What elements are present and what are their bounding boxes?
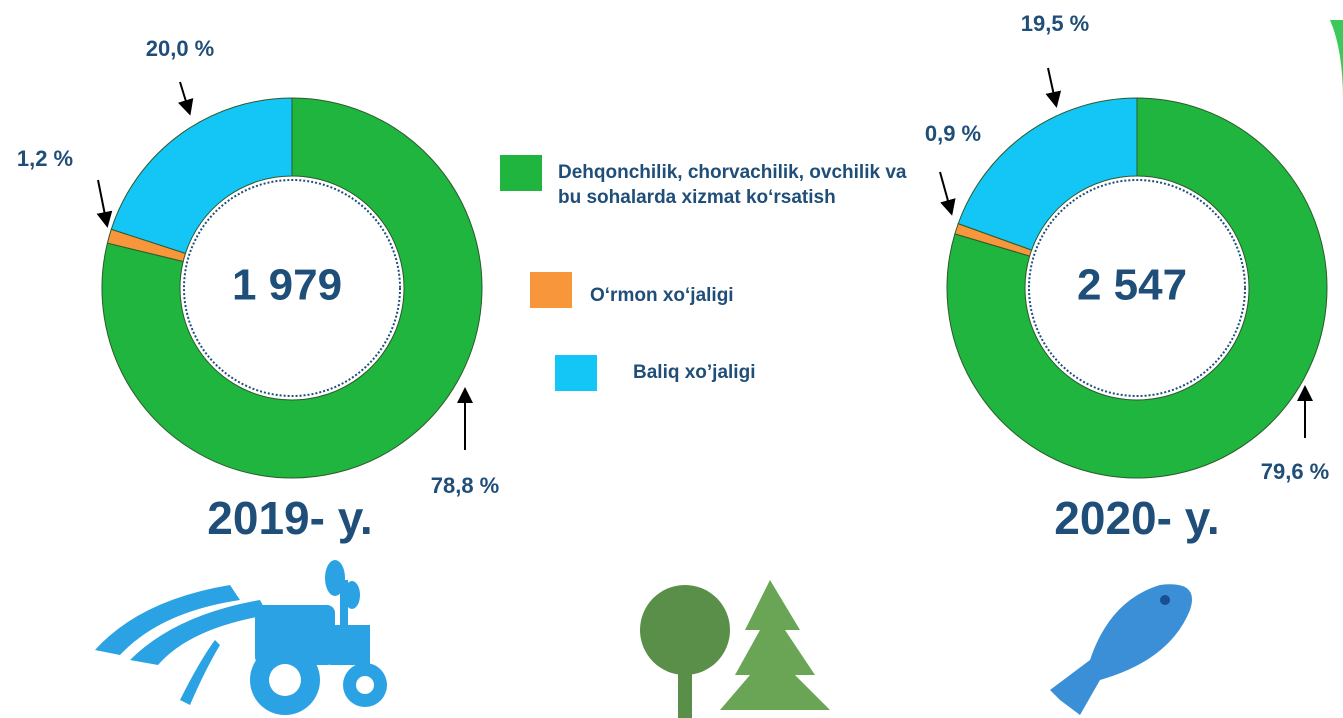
tractor-icon: [95, 560, 387, 715]
inner-ring: [1028, 179, 1246, 397]
trees-icon: [640, 580, 830, 718]
value-label: 0,9 %: [925, 121, 981, 146]
legend-swatch: [555, 355, 597, 391]
value-label: 20,0 %: [146, 36, 215, 61]
corner-shape: [1330, 20, 1343, 100]
arrows: [96, 67, 1313, 450]
fish-icon: [1050, 584, 1192, 715]
legend-swatch: [530, 272, 572, 308]
donut-segment: [957, 97, 1138, 251]
legend-label: Dehqonchilik, chorvachilik, ovchilik va …: [558, 162, 907, 208]
donut-segment: [101, 97, 483, 479]
chart-title: 2019- y.: [207, 492, 372, 544]
center-label: 2 547: [1077, 261, 1187, 310]
value-label: 78,8 %: [431, 473, 500, 498]
inner-ring: [183, 179, 401, 397]
donut-segment: [110, 97, 293, 255]
legend-label: Baliq xo’jaligi: [633, 362, 756, 383]
value-label: 19,5 %: [1021, 11, 1090, 36]
legend-swatch: [500, 155, 542, 191]
chart-title: 2020- y.: [1054, 492, 1219, 544]
legend-label: O‘rmon xo‘jaligi: [590, 285, 734, 306]
value-label: 1,2 %: [17, 146, 73, 171]
center-label: 1 979: [232, 261, 342, 310]
value-label: 79,6 %: [1261, 459, 1330, 484]
donut-segment: [946, 97, 1328, 479]
